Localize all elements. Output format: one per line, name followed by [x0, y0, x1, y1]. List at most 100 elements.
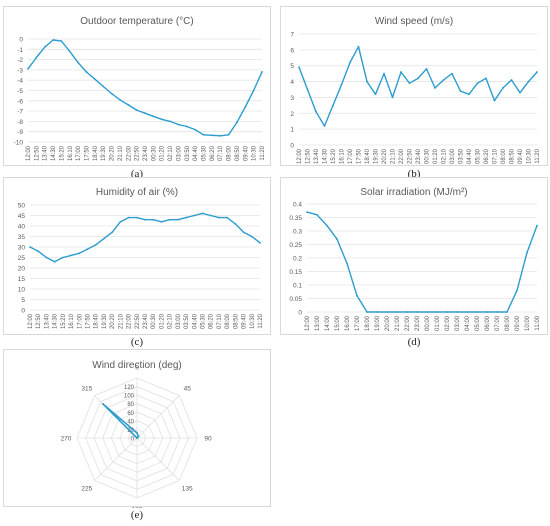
x-tick-label: 10:30: [250, 313, 256, 329]
data-point: [510, 79, 513, 81]
x-tick-label: 16:10: [340, 148, 346, 164]
x-tick-label: 00:30: [151, 145, 157, 161]
data-point: [168, 218, 171, 221]
data-point: [43, 46, 46, 49]
data-point: [152, 115, 155, 118]
y-tick-label: 0.3: [293, 229, 302, 236]
x-tick-label: 16:10: [69, 313, 75, 329]
radar-spoke: [136, 437, 180, 481]
y-tick-label: 0.25: [289, 242, 302, 249]
data-point: [316, 213, 318, 216]
x-tick-label: 12:50: [34, 145, 40, 161]
data-point: [466, 311, 468, 313]
data-point: [35, 56, 38, 59]
x-tick-label: 04:40: [467, 148, 473, 164]
x-tick-label: 19:30: [102, 313, 108, 329]
data-point: [29, 246, 31, 248]
chart-title: Wind speed (m/s): [374, 16, 454, 27]
data-point: [210, 134, 213, 137]
chart-title: Solar irradiation (MJ/m²): [360, 187, 468, 198]
data-point: [391, 96, 394, 99]
data-point: [127, 216, 130, 219]
data-point: [400, 71, 402, 73]
x-tick-label: 12:50: [36, 313, 42, 329]
data-point: [52, 39, 54, 41]
data-point: [519, 91, 521, 94]
x-tick-label: 17:00: [76, 145, 82, 161]
x-tick-label: 15:20: [331, 148, 337, 164]
x-tick-label: 02:10: [168, 313, 174, 329]
x-tick-label: 20:20: [382, 148, 388, 164]
y-tick-label: 50: [18, 203, 26, 210]
data-point: [456, 311, 458, 313]
y-tick-label: 2: [290, 111, 294, 118]
x-tick-label: 15:20: [59, 145, 65, 161]
x-tick-label: 02:10: [442, 148, 448, 164]
x-tick-label: 07:10: [493, 148, 499, 164]
x-tick-label: 01:20: [433, 148, 439, 164]
data-point: [53, 260, 56, 263]
x-tick-label: 01:20: [159, 313, 165, 329]
data-point: [119, 98, 121, 101]
data-point: [315, 110, 317, 113]
y-tick-label: 7: [290, 32, 294, 39]
data-point: [110, 92, 113, 95]
x-tick-label: 11:20: [260, 145, 266, 160]
x-tick-label: 10:00: [525, 315, 531, 331]
x-tick-label: 03:00: [176, 313, 182, 329]
x-tick-label: 14:30: [323, 148, 329, 164]
chart-title: Humidity of air (%): [95, 187, 179, 198]
x-tick-label: 05:30: [476, 148, 482, 164]
chart-panel-humidity: Humidity of air (%) 0 5 10 15 20 25 30 35 40 45 50…: [3, 177, 271, 335]
data-point: [376, 311, 378, 313]
x-tick-label: 23:40: [416, 148, 422, 164]
data-point: [68, 50, 71, 53]
data-point: [78, 252, 81, 255]
data-point: [374, 93, 377, 96]
x-tick-label: 18:00: [365, 315, 371, 331]
x-tick-label: 04:00: [465, 315, 471, 331]
x-tick-label: 00:30: [425, 148, 431, 164]
category-label: 225: [81, 486, 92, 493]
x-tick-label: 02:00: [445, 315, 451, 331]
x-tick-label: 22:50: [408, 148, 414, 164]
x-tick-label: 22:00: [399, 148, 405, 164]
x-tick-label: 22:00: [405, 315, 411, 331]
wind-direction-chart: 04590135180225270315020406080100120: [61, 365, 212, 509]
x-tick-label: 06:20: [209, 313, 215, 329]
radial-tick-label: 120: [124, 385, 135, 391]
x-tick-label: 06:20: [210, 145, 216, 161]
data-point: [446, 311, 448, 313]
data-point: [135, 216, 138, 219]
x-tick-label: 12:50: [306, 148, 312, 164]
y-tick-label: 0: [290, 143, 294, 150]
chart-panel-wind-direction: Wind direction (deg) 0 45 90 135 180 225 270 31…: [3, 349, 271, 509]
data-point: [383, 72, 385, 75]
x-tick-label: 23:40: [143, 313, 149, 329]
y-tick-label: -8: [17, 119, 23, 126]
y-tick-label: 0: [298, 310, 302, 317]
x-tick-label: 08:00: [225, 313, 231, 329]
x-tick-label: 17:00: [348, 148, 354, 164]
x-tick-label: 20:20: [110, 145, 116, 161]
data-point: [176, 218, 179, 221]
data-point: [356, 294, 358, 297]
x-tick-label: 18:40: [365, 148, 371, 164]
x-tick-label: 07:10: [217, 313, 223, 329]
data-point: [135, 109, 138, 111]
x-tick-label: 08:00: [227, 145, 233, 161]
y-tick-label: 0.35: [289, 215, 302, 222]
data-point: [349, 61, 351, 64]
category-label: 135: [182, 486, 193, 493]
data-point: [185, 216, 187, 219]
data-point: [476, 82, 479, 85]
data-point: [61, 256, 64, 259]
radial-tick-label: 100: [124, 394, 135, 400]
data-point: [298, 66, 300, 69]
data-point: [218, 216, 220, 219]
radial-tick-label: 60: [127, 411, 134, 417]
x-tick-label: 02:10: [168, 145, 174, 161]
data-point: [119, 220, 122, 223]
data-point: [451, 72, 453, 75]
